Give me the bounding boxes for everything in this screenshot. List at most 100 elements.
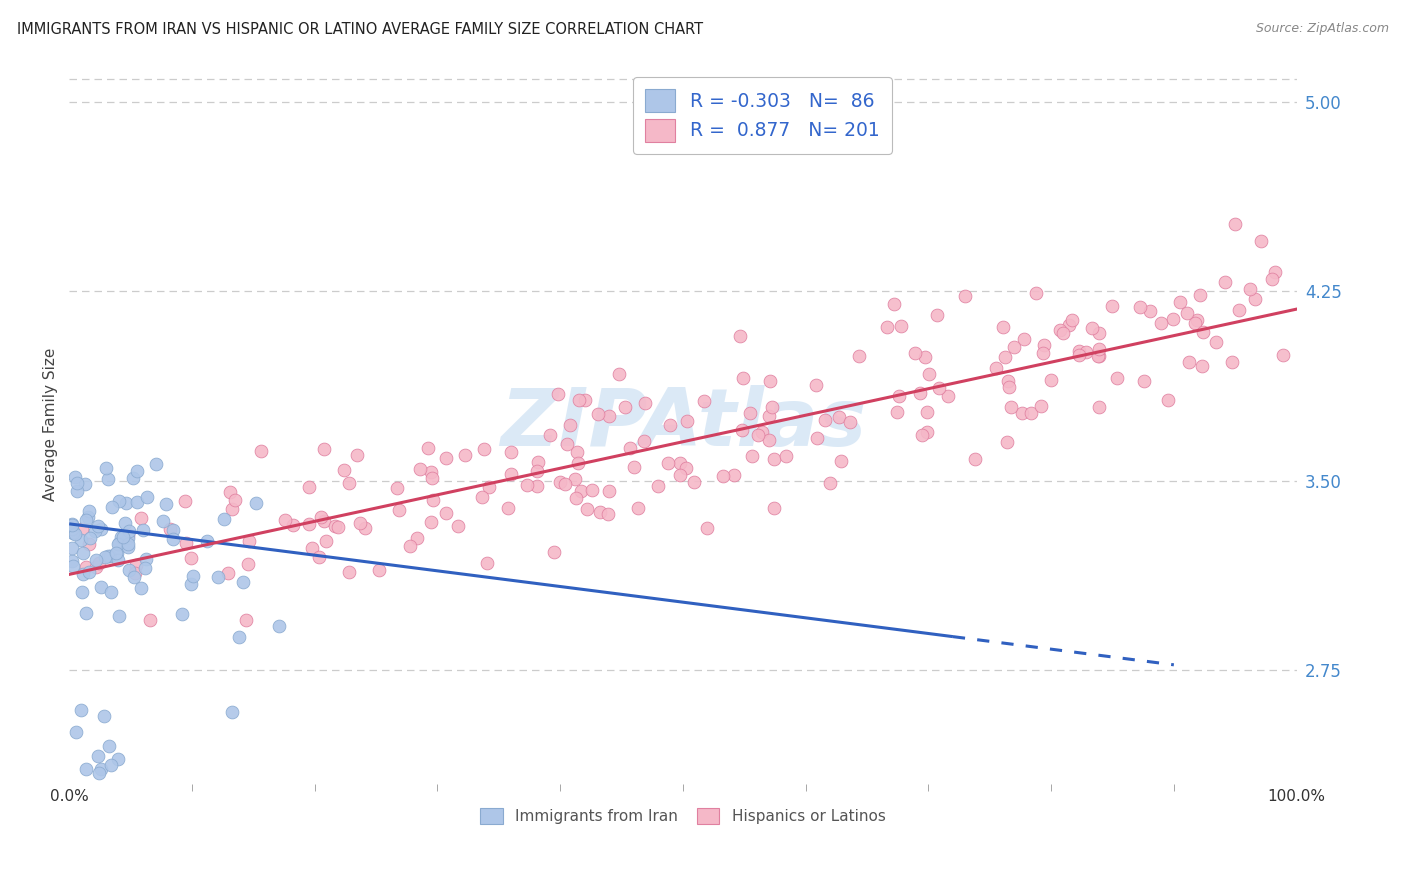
Point (657, 456, 679, 470)
Point (613, 400, 636, 414)
Point (62, 524, 84, 539)
Point (63, 470, 86, 484)
Text: ZIPAtlas: ZIPAtlas (499, 385, 866, 463)
Point (569, 483, 592, 498)
Point (108, 536, 131, 550)
Point (475, 556, 498, 570)
Point (728, 329, 751, 343)
Point (963, 451, 986, 466)
Point (526, 463, 548, 477)
Point (416, 442, 439, 456)
Point (60, 541, 83, 556)
Point (1049, 323, 1071, 337)
Point (682, 475, 704, 490)
Point (1178, 354, 1201, 368)
Point (214, 511, 236, 525)
Point (446, 518, 468, 533)
Point (598, 507, 620, 521)
Point (90, 762, 112, 776)
Point (76, 607, 98, 621)
Point (129, 511, 152, 525)
Point (730, 423, 752, 437)
Point (1039, 373, 1062, 387)
Point (526, 455, 548, 469)
Point (598, 409, 620, 424)
Point (368, 563, 391, 577)
Point (273, 513, 295, 527)
Point (90, 522, 112, 536)
Point (326, 520, 349, 534)
Point (65, 725, 87, 739)
Point (526, 479, 548, 493)
Point (107, 751, 129, 765)
Point (135, 491, 157, 505)
Point (668, 467, 690, 482)
Point (741, 449, 763, 463)
Point (1088, 349, 1111, 363)
Point (65, 526, 87, 541)
Point (60, 554, 83, 568)
Point (118, 524, 141, 538)
Point (763, 452, 786, 467)
Point (763, 501, 786, 516)
Point (1088, 326, 1111, 341)
Point (904, 345, 927, 359)
Point (131, 581, 153, 595)
Point (1222, 355, 1244, 369)
Point (60, 518, 83, 533)
Point (385, 481, 408, 495)
Point (1133, 374, 1156, 388)
Point (420, 466, 443, 480)
Point (953, 289, 976, 303)
Point (696, 521, 718, 535)
Point (107, 494, 129, 508)
Point (627, 500, 650, 515)
Point (1227, 302, 1250, 317)
Point (250, 444, 273, 458)
Point (101, 500, 124, 514)
Point (112, 530, 135, 544)
Point (207, 570, 229, 584)
Point (75, 477, 97, 491)
Point (548, 475, 571, 490)
Point (228, 630, 250, 644)
Point (499, 467, 522, 481)
Point (135, 552, 157, 566)
Point (1062, 313, 1084, 327)
Point (814, 413, 837, 427)
Point (564, 491, 586, 505)
Point (1272, 348, 1295, 362)
Point (516, 478, 538, 492)
Point (323, 518, 346, 533)
Point (75, 559, 97, 574)
Point (1225, 217, 1247, 231)
Point (993, 319, 1015, 334)
Point (235, 613, 257, 627)
Point (1239, 282, 1261, 296)
Point (217, 566, 239, 581)
Point (75, 762, 97, 776)
Point (232, 574, 254, 589)
Point (96, 461, 118, 475)
Point (115, 496, 138, 510)
Point (1000, 400, 1022, 414)
Point (87, 765, 110, 780)
Point (124, 566, 146, 580)
Point (346, 448, 368, 462)
Point (1139, 304, 1161, 318)
Point (298, 516, 321, 531)
Point (1185, 313, 1208, 327)
Point (117, 537, 139, 551)
Point (633, 396, 655, 410)
Point (723, 468, 745, 483)
Point (915, 425, 938, 440)
Point (1025, 286, 1047, 301)
Point (1088, 401, 1111, 415)
Point (312, 442, 335, 456)
Point (758, 409, 780, 423)
Point (543, 545, 565, 559)
Point (388, 502, 411, 516)
Point (121, 471, 143, 485)
Point (236, 557, 259, 571)
Point (1074, 345, 1097, 359)
